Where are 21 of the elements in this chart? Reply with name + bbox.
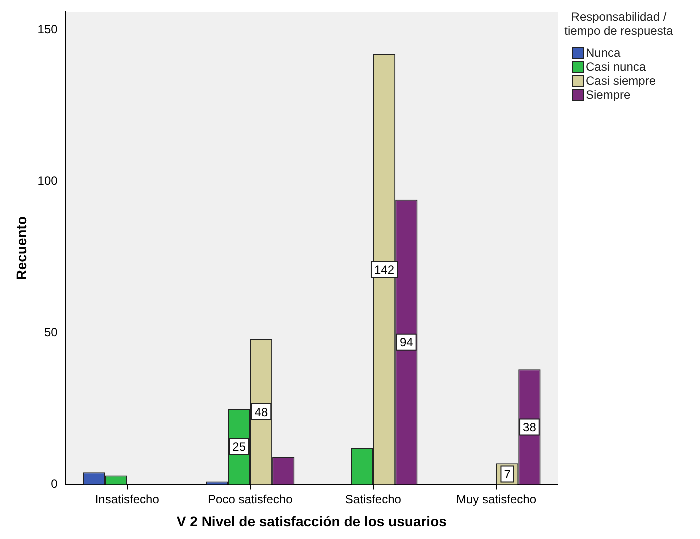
y-tick-label: 50: [44, 326, 58, 340]
data-label: 142: [374, 262, 395, 277]
y-axis-title: Recuento: [13, 216, 30, 280]
x-tick-label: Muy satisfecho: [456, 492, 537, 506]
legend-label: Nunca: [586, 46, 621, 60]
y-tick-label: 100: [38, 174, 58, 188]
legend-label: Casi siempre: [586, 74, 656, 88]
legend-label: Casi nunca: [586, 60, 646, 74]
x-tick-label: Satisfecho: [345, 492, 402, 506]
y-tick-label: 0: [51, 477, 58, 492]
data-label: 94: [400, 336, 414, 350]
legend-title: Responsabilidad / tiempo de respuesta: [564, 10, 674, 38]
x-tick-label: Poco satisfecho: [208, 492, 294, 506]
data-label: 48: [254, 405, 268, 420]
data-label: 7: [504, 468, 512, 482]
y-tick-label: 150: [38, 22, 58, 36]
x-axis-title: V 2 Nivel de satisfacción de los usuarios: [176, 513, 448, 530]
data-label: 38: [523, 420, 537, 435]
data-label: 25: [232, 440, 246, 454]
x-tick-label: Insatisfecho: [95, 492, 160, 506]
legend-label: Siempre: [586, 88, 631, 102]
